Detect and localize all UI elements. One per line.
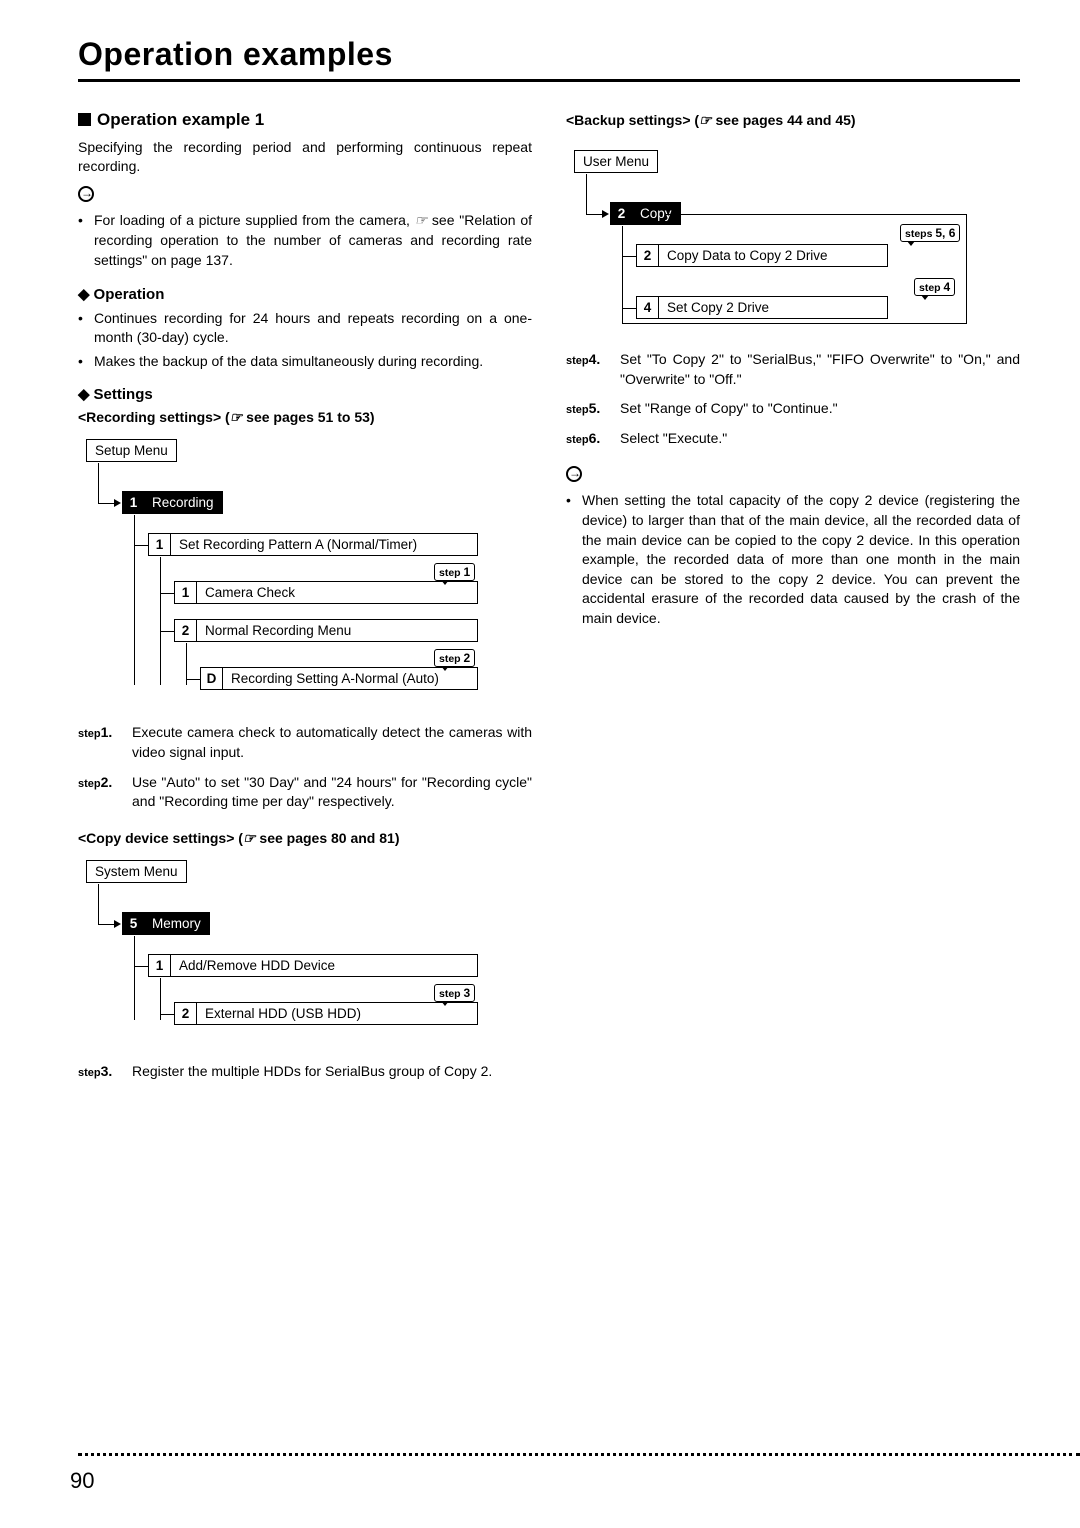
example-heading: Operation example 1 bbox=[78, 110, 532, 130]
settings-heading: ◆Settings bbox=[78, 385, 532, 403]
bullet-text: For loading of a picture supplied from t… bbox=[94, 211, 532, 271]
step-tag-2: step 2 bbox=[434, 649, 475, 667]
hand-icon: ☞ bbox=[415, 214, 428, 229]
recording-settings-head: <Recording settings> (☞ see pages 51 to … bbox=[78, 409, 532, 427]
row-label: Recording Setting A-Normal (Auto) bbox=[222, 667, 478, 690]
step-label: step4. bbox=[566, 350, 620, 389]
step-tag-4: step 4 bbox=[914, 278, 955, 296]
steps-4-6: step4. Set "To Copy 2" to "SerialBus," "… bbox=[566, 350, 1020, 448]
hand-icon: ☞ bbox=[230, 411, 243, 426]
row-num: 2 bbox=[174, 1002, 196, 1025]
hand-icon: ☞ bbox=[243, 832, 256, 847]
bullet-text: Makes the backup of the data simultaneou… bbox=[94, 352, 532, 372]
intro-text: Specifying the recording period and perf… bbox=[78, 138, 532, 176]
row-label: Add/Remove HDD Device bbox=[170, 954, 478, 977]
row-label: Normal Recording Menu bbox=[196, 619, 478, 642]
copy-device-diagram: System Menu 5 Memory 1 Add/Remove HDD De… bbox=[78, 860, 532, 1040]
operation-bullets: •Continues recording for 24 hours and re… bbox=[78, 309, 532, 372]
row-num: 1 bbox=[148, 533, 170, 556]
square-marker-icon bbox=[78, 113, 91, 126]
row-num: 4 bbox=[636, 296, 658, 319]
root-box: System Menu bbox=[86, 860, 187, 883]
row-num: 2 bbox=[636, 244, 658, 267]
node-num: 2 bbox=[610, 202, 632, 225]
diamond-marker-icon: ◆ bbox=[78, 286, 90, 303]
step-tag-1: step 1 bbox=[434, 563, 475, 581]
step-3: step3. Register the multiple HDDs for Se… bbox=[78, 1062, 532, 1082]
final-note: • When setting the total capacity of the… bbox=[566, 491, 1020, 628]
loading-note: • For loading of a picture supplied from… bbox=[78, 211, 532, 271]
row-label: External HDD (USB HDD) bbox=[196, 1002, 478, 1025]
note-icon bbox=[566, 466, 582, 482]
page-title: Operation examples bbox=[78, 36, 1020, 82]
bullet-text: When setting the total capacity of the c… bbox=[582, 491, 1020, 628]
note-icon bbox=[78, 186, 94, 202]
node-label: Recording bbox=[144, 491, 223, 514]
row-num: D bbox=[200, 667, 222, 690]
row-label: Camera Check bbox=[196, 581, 478, 604]
node-num: 1 bbox=[122, 491, 144, 514]
step-body: Register the multiple HDDs for SerialBus… bbox=[132, 1062, 532, 1082]
step-label: step1. bbox=[78, 723, 132, 762]
step-tag-5-6: steps 5, 6 bbox=[900, 224, 960, 242]
bullet-dot: • bbox=[566, 491, 582, 628]
step-label: step6. bbox=[566, 429, 620, 449]
bullet-text: Continues recording for 24 hours and rep… bbox=[94, 309, 532, 348]
example-heading-text: Operation example 1 bbox=[97, 110, 264, 129]
backup-settings-head: <Backup settings> (☞ see pages 44 and 45… bbox=[566, 112, 1020, 130]
step-body: Set "Range of Copy" to "Continue." bbox=[620, 399, 1020, 419]
right-column: <Backup settings> (☞ see pages 44 and 45… bbox=[566, 110, 1020, 1099]
root-box: Setup Menu bbox=[86, 439, 177, 462]
recording-diagram: Setup Menu 1 Recording 1 Set Recording P… bbox=[78, 439, 532, 701]
hand-icon: ☞ bbox=[699, 114, 712, 129]
step-label: step3. bbox=[78, 1062, 132, 1082]
left-column: Operation example 1 Specifying the recor… bbox=[78, 110, 532, 1099]
step-label: step5. bbox=[566, 399, 620, 419]
operation-heading: ◆Operation bbox=[78, 285, 532, 303]
row-label: Set Copy 2 Drive bbox=[658, 296, 888, 319]
page-number: 90 bbox=[70, 1468, 94, 1494]
step-body: Use "Auto" to set "30 Day" and "24 hours… bbox=[132, 773, 532, 812]
step-tag-3: step 3 bbox=[434, 984, 475, 1002]
row-label: Copy Data to Copy 2 Drive bbox=[658, 244, 888, 267]
row-label: Set Recording Pattern A (Normal/Timer) bbox=[170, 533, 478, 556]
row-num: 1 bbox=[174, 581, 196, 604]
dotted-rule bbox=[78, 1453, 1080, 1456]
diamond-marker-icon: ◆ bbox=[78, 386, 90, 403]
step-label: step2. bbox=[78, 773, 132, 812]
step-body: Execute camera check to automatically de… bbox=[132, 723, 532, 762]
content-columns: Operation example 1 Specifying the recor… bbox=[78, 110, 1020, 1099]
root-box: User Menu bbox=[574, 150, 658, 173]
copy-device-head: <Copy device settings> (☞ see pages 80 a… bbox=[78, 830, 532, 848]
backup-diagram: User Menu 2 Copy steps 5, 6 2 Copy Data … bbox=[566, 150, 1020, 328]
row-num: 1 bbox=[148, 954, 170, 977]
bullet-dot: • bbox=[78, 211, 94, 271]
node-label: Memory bbox=[144, 912, 210, 935]
step-body: Select "Execute." bbox=[620, 429, 1020, 449]
row-num: 2 bbox=[174, 619, 196, 642]
node-num: 5 bbox=[122, 912, 144, 935]
steps-1-2: step1. Execute camera check to automatic… bbox=[78, 723, 532, 811]
step-body: Set "To Copy 2" to "SerialBus," "FIFO Ov… bbox=[620, 350, 1020, 389]
